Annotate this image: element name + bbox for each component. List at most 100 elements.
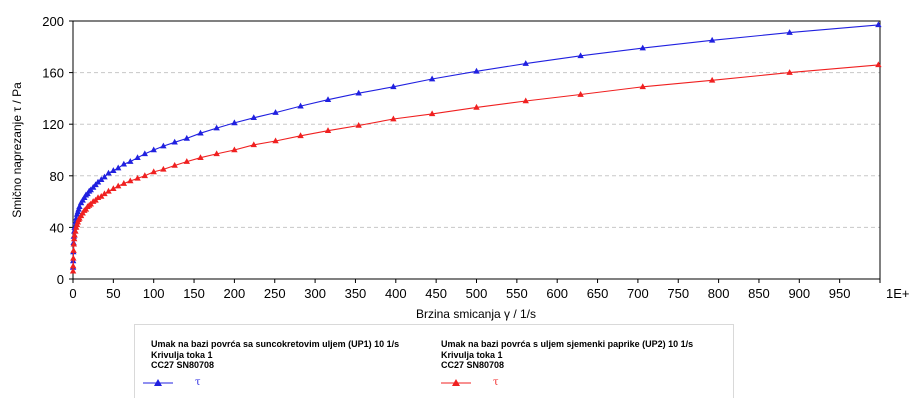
y-tick-label: 200 — [42, 14, 64, 29]
data-point — [69, 267, 77, 274]
data-point — [105, 187, 112, 194]
y-axis-label: Smično naprezanje τ / Pa — [10, 82, 24, 218]
data-point — [250, 141, 257, 148]
x-axis-label: Brzina smicanja γ / 1/s — [416, 307, 536, 321]
data-point — [473, 67, 480, 74]
data-point — [76, 203, 83, 210]
data-point — [160, 165, 167, 172]
data-point — [134, 154, 141, 161]
data-point — [141, 150, 149, 157]
data-point — [183, 158, 190, 164]
data-point — [297, 132, 304, 139]
data-point — [272, 109, 279, 115]
legend-entry-1-line2: Krivulja toka 1 — [151, 349, 213, 360]
x-tick-label: 750 — [667, 286, 689, 301]
legend-entry-2: Umak na bazi povrća s uljem sjemenki pap… — [441, 339, 693, 371]
x-tick-label: 250 — [264, 286, 286, 301]
data-point — [127, 177, 134, 184]
x-tick-label: 150 — [183, 286, 205, 301]
series-group — [69, 21, 882, 274]
data-point — [324, 96, 332, 102]
data-point — [708, 36, 716, 43]
x-tick-label: 700 — [627, 286, 649, 301]
x-tick-label: 900 — [788, 286, 810, 301]
data-point — [708, 76, 716, 83]
x-tick-label: 850 — [748, 286, 770, 301]
data-point — [197, 129, 204, 136]
x-tick-label: 0 — [69, 286, 76, 301]
x-axis: 0 50 100 150 200 250 300 350 400 450 500 550 600 650 7… — [69, 279, 909, 301]
data-point — [231, 146, 238, 153]
data-point — [150, 168, 157, 175]
data-point — [71, 231, 78, 238]
data-point — [522, 97, 529, 104]
data-point — [197, 154, 204, 161]
x-tick-label: 100 — [143, 286, 165, 301]
y-tick-label: 160 — [42, 66, 64, 81]
data-point — [786, 69, 793, 75]
grid — [73, 72, 880, 228]
data-point — [577, 91, 584, 97]
data-point — [94, 178, 102, 185]
y-tick-label: 40 — [50, 220, 64, 235]
y-axis: 0 40 80 120 160 200 — [42, 14, 73, 287]
data-point — [114, 164, 122, 171]
data-point — [110, 185, 117, 191]
legend-entry-1-line3: CC27 SN80708 — [151, 360, 215, 370]
data-point — [72, 227, 79, 234]
data-point — [324, 127, 332, 133]
data-point — [70, 240, 78, 247]
data-point — [297, 102, 304, 109]
data-point — [213, 124, 220, 131]
plot-frame — [72, 20, 881, 280]
x-tick-label: 550 — [506, 286, 528, 301]
x-tick-label: 350 — [345, 286, 367, 301]
data-point — [875, 21, 882, 28]
data-point — [141, 172, 149, 179]
chart: 0 50 100 150 200 250 300 350 400 450 500 550 600 650 7… — [10, 14, 909, 321]
data-point — [390, 83, 397, 90]
data-point — [120, 160, 128, 167]
x-tick-label: 600 — [546, 286, 568, 301]
data-point — [171, 138, 178, 145]
x-tick-label: 50 — [106, 286, 120, 301]
data-point — [428, 110, 436, 117]
data-point — [71, 235, 78, 242]
data-point — [183, 134, 190, 141]
data-point — [101, 190, 108, 197]
data-point — [231, 119, 238, 126]
x-tick-label: 450 — [425, 286, 447, 301]
y-tick-label: 0 — [57, 272, 64, 287]
y-tick-label: 80 — [50, 169, 64, 184]
x-tick-label: 400 — [385, 286, 407, 301]
data-point — [250, 114, 257, 121]
data-point — [639, 83, 646, 90]
x-tick-label: 650 — [587, 286, 609, 301]
x-tick-label: 950 — [829, 286, 851, 301]
data-point — [639, 44, 646, 51]
legend: Umak na bazi povrća sa suncokretovim ulj… — [134, 324, 734, 398]
data-point — [98, 192, 105, 199]
legend-entry-2-marker — [441, 379, 471, 386]
data-point — [577, 52, 584, 59]
data-point — [171, 161, 178, 168]
x-tick-label: 800 — [708, 286, 730, 301]
x-tick-label: 500 — [466, 286, 488, 301]
legend-entry-2-symbol: τ — [493, 377, 499, 388]
data-point — [473, 103, 480, 110]
data-point — [390, 115, 397, 122]
data-point — [272, 137, 279, 144]
data-point — [134, 174, 141, 181]
series-1 — [69, 21, 882, 270]
x-tick-label: 1E+03 — [886, 286, 909, 301]
data-point — [355, 89, 362, 96]
series-2 — [69, 61, 882, 274]
legend-entry-2-line2: Krivulja toka 1 — [441, 349, 503, 360]
data-point — [213, 150, 220, 157]
data-point — [786, 29, 793, 35]
legend-entry-1: Umak na bazi povrća sa suncokretovim ulj… — [151, 339, 399, 371]
data-point — [105, 169, 112, 176]
data-point — [101, 173, 108, 180]
data-point — [875, 61, 882, 68]
data-point — [98, 176, 105, 182]
